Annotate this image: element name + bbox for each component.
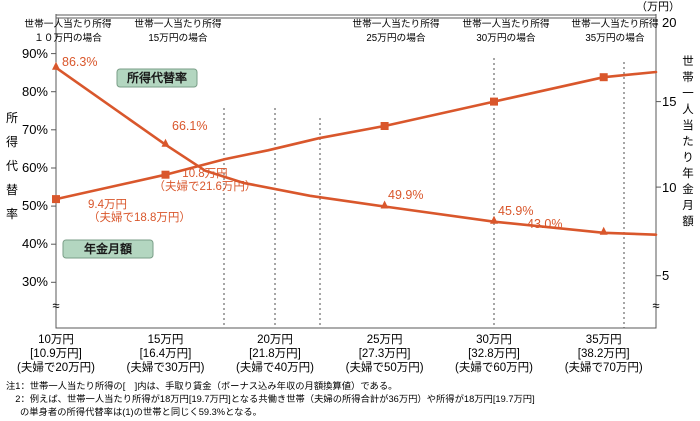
svg-text:[21.8万円]: [21.8万円] [249, 348, 301, 360]
svg-text:[27.3万円]: [27.3万円] [359, 348, 411, 360]
svg-text:45.9%: 45.9% [498, 204, 533, 218]
svg-text:43.0%: 43.0% [527, 217, 562, 231]
svg-text:替: 替 [6, 183, 18, 197]
svg-text:(夫婦で50万円): (夫婦で50万円) [346, 360, 424, 374]
svg-text:≈: ≈ [52, 298, 59, 313]
svg-text:人: 人 [682, 103, 694, 116]
svg-text:25万円: 25万円 [367, 334, 403, 346]
svg-text:30%: 30% [22, 274, 48, 289]
svg-text:10.8万円: 10.8万円 [182, 168, 227, 180]
svg-text:90%: 90% [22, 46, 48, 61]
svg-text:80%: 80% [22, 84, 48, 99]
svg-text:2：例えば、世帯一人当たり所得が18万円[19.7万円]とな: 2：例えば、世帯一人当たり所得が18万円[19.7万円]となる共働き世帯（夫婦の… [6, 393, 535, 404]
svg-text:15万円: 15万円 [148, 334, 184, 346]
svg-text:代: 代 [6, 159, 18, 173]
svg-text:の単身者の所得代替率は(1)の世帯と同じく59.3%となる。: の単身者の所得代替率は(1)の世帯と同じく59.3%となる。 [20, 406, 262, 417]
svg-text:所: 所 [6, 111, 18, 125]
svg-text:49.9%: 49.9% [388, 188, 423, 202]
svg-text:１０万円の場合: １０万円の場合 [34, 31, 102, 44]
svg-text:10: 10 [662, 180, 676, 195]
svg-text:所得代替率: 所得代替率 [127, 70, 187, 85]
svg-text:一: 一 [682, 88, 694, 100]
svg-text:15万円の場合: 15万円の場合 [148, 31, 208, 44]
svg-text:り: り [682, 151, 694, 164]
svg-text:（夫婦で21.6万円）: （夫婦で21.6万円） [154, 179, 257, 193]
svg-text:35万円: 35万円 [586, 334, 622, 346]
svg-text:得: 得 [6, 134, 18, 149]
svg-text:年: 年 [682, 166, 694, 180]
svg-text:≈: ≈ [652, 298, 659, 313]
svg-text:15: 15 [662, 94, 676, 109]
svg-text:30万円: 30万円 [476, 334, 512, 346]
svg-text:(夫婦で40万円): (夫婦で40万円) [236, 360, 314, 374]
svg-text:(夫婦で20万円): (夫婦で20万円) [17, 360, 95, 374]
svg-text:年金月額: 年金月額 [84, 241, 132, 256]
svg-text:70%: 70% [22, 122, 48, 137]
svg-text:10万円: 10万円 [38, 334, 74, 346]
svg-text:40%: 40% [22, 236, 48, 251]
svg-text:額: 額 [682, 215, 694, 228]
svg-text:(夫婦で30万円): (夫婦で30万円) [127, 360, 205, 374]
svg-text:世帯一人当たり所得: 世帯一人当たり所得 [462, 17, 549, 30]
svg-text:世帯一人当たり所得: 世帯一人当たり所得 [24, 17, 111, 30]
svg-text:[10.9万円]: [10.9万円] [30, 348, 82, 360]
svg-text:5: 5 [662, 268, 669, 283]
svg-text:世帯一人当たり所得: 世帯一人当たり所得 [134, 17, 221, 30]
svg-text:50%: 50% [22, 198, 48, 213]
svg-text:注1：世帯一人当たり所得の[ ]内は、手取り賃金（ボーナス込: 注1：世帯一人当たり所得の[ ]内は、手取り賃金（ボーナス込み年収の月額換算値）… [6, 380, 397, 391]
svg-text:86.3%: 86.3% [62, 55, 97, 69]
svg-text:率: 率 [6, 206, 18, 221]
svg-text:(夫婦で70万円): (夫婦で70万円) [565, 360, 643, 374]
svg-text:20万円: 20万円 [257, 334, 293, 346]
svg-text:帯: 帯 [682, 71, 694, 84]
svg-text:60%: 60% [22, 160, 48, 175]
svg-text:[38.2万円]: [38.2万円] [578, 348, 630, 360]
svg-text:66.1%: 66.1% [172, 119, 207, 133]
svg-text:月: 月 [682, 200, 694, 212]
svg-text:[16.4万円]: [16.4万円] [140, 348, 192, 360]
svg-text:25万円の場合: 25万円の場合 [366, 31, 426, 44]
svg-text:世帯一人当たり所得: 世帯一人当たり所得 [352, 17, 439, 30]
svg-text:[32.8万円]: [32.8万円] [468, 348, 520, 360]
svg-text:世: 世 [682, 55, 694, 68]
svg-text:30万円の場合: 30万円の場合 [476, 31, 536, 44]
svg-text:（万円）: （万円） [636, 0, 680, 13]
svg-text:35万円の場合: 35万円の場合 [585, 31, 645, 44]
svg-text:世帯一人当たり所得: 世帯一人当たり所得 [571, 17, 658, 30]
svg-text:（夫婦で18.8万円）: （夫婦で18.8万円） [88, 210, 191, 224]
svg-text:20: 20 [662, 15, 676, 30]
svg-text:金: 金 [682, 182, 694, 196]
svg-text:9.4万円: 9.4万円 [88, 199, 127, 211]
svg-text:当: 当 [682, 118, 694, 132]
svg-text:た: た [682, 135, 694, 148]
svg-text:(夫婦で60万円): (夫婦で60万円) [455, 360, 533, 374]
